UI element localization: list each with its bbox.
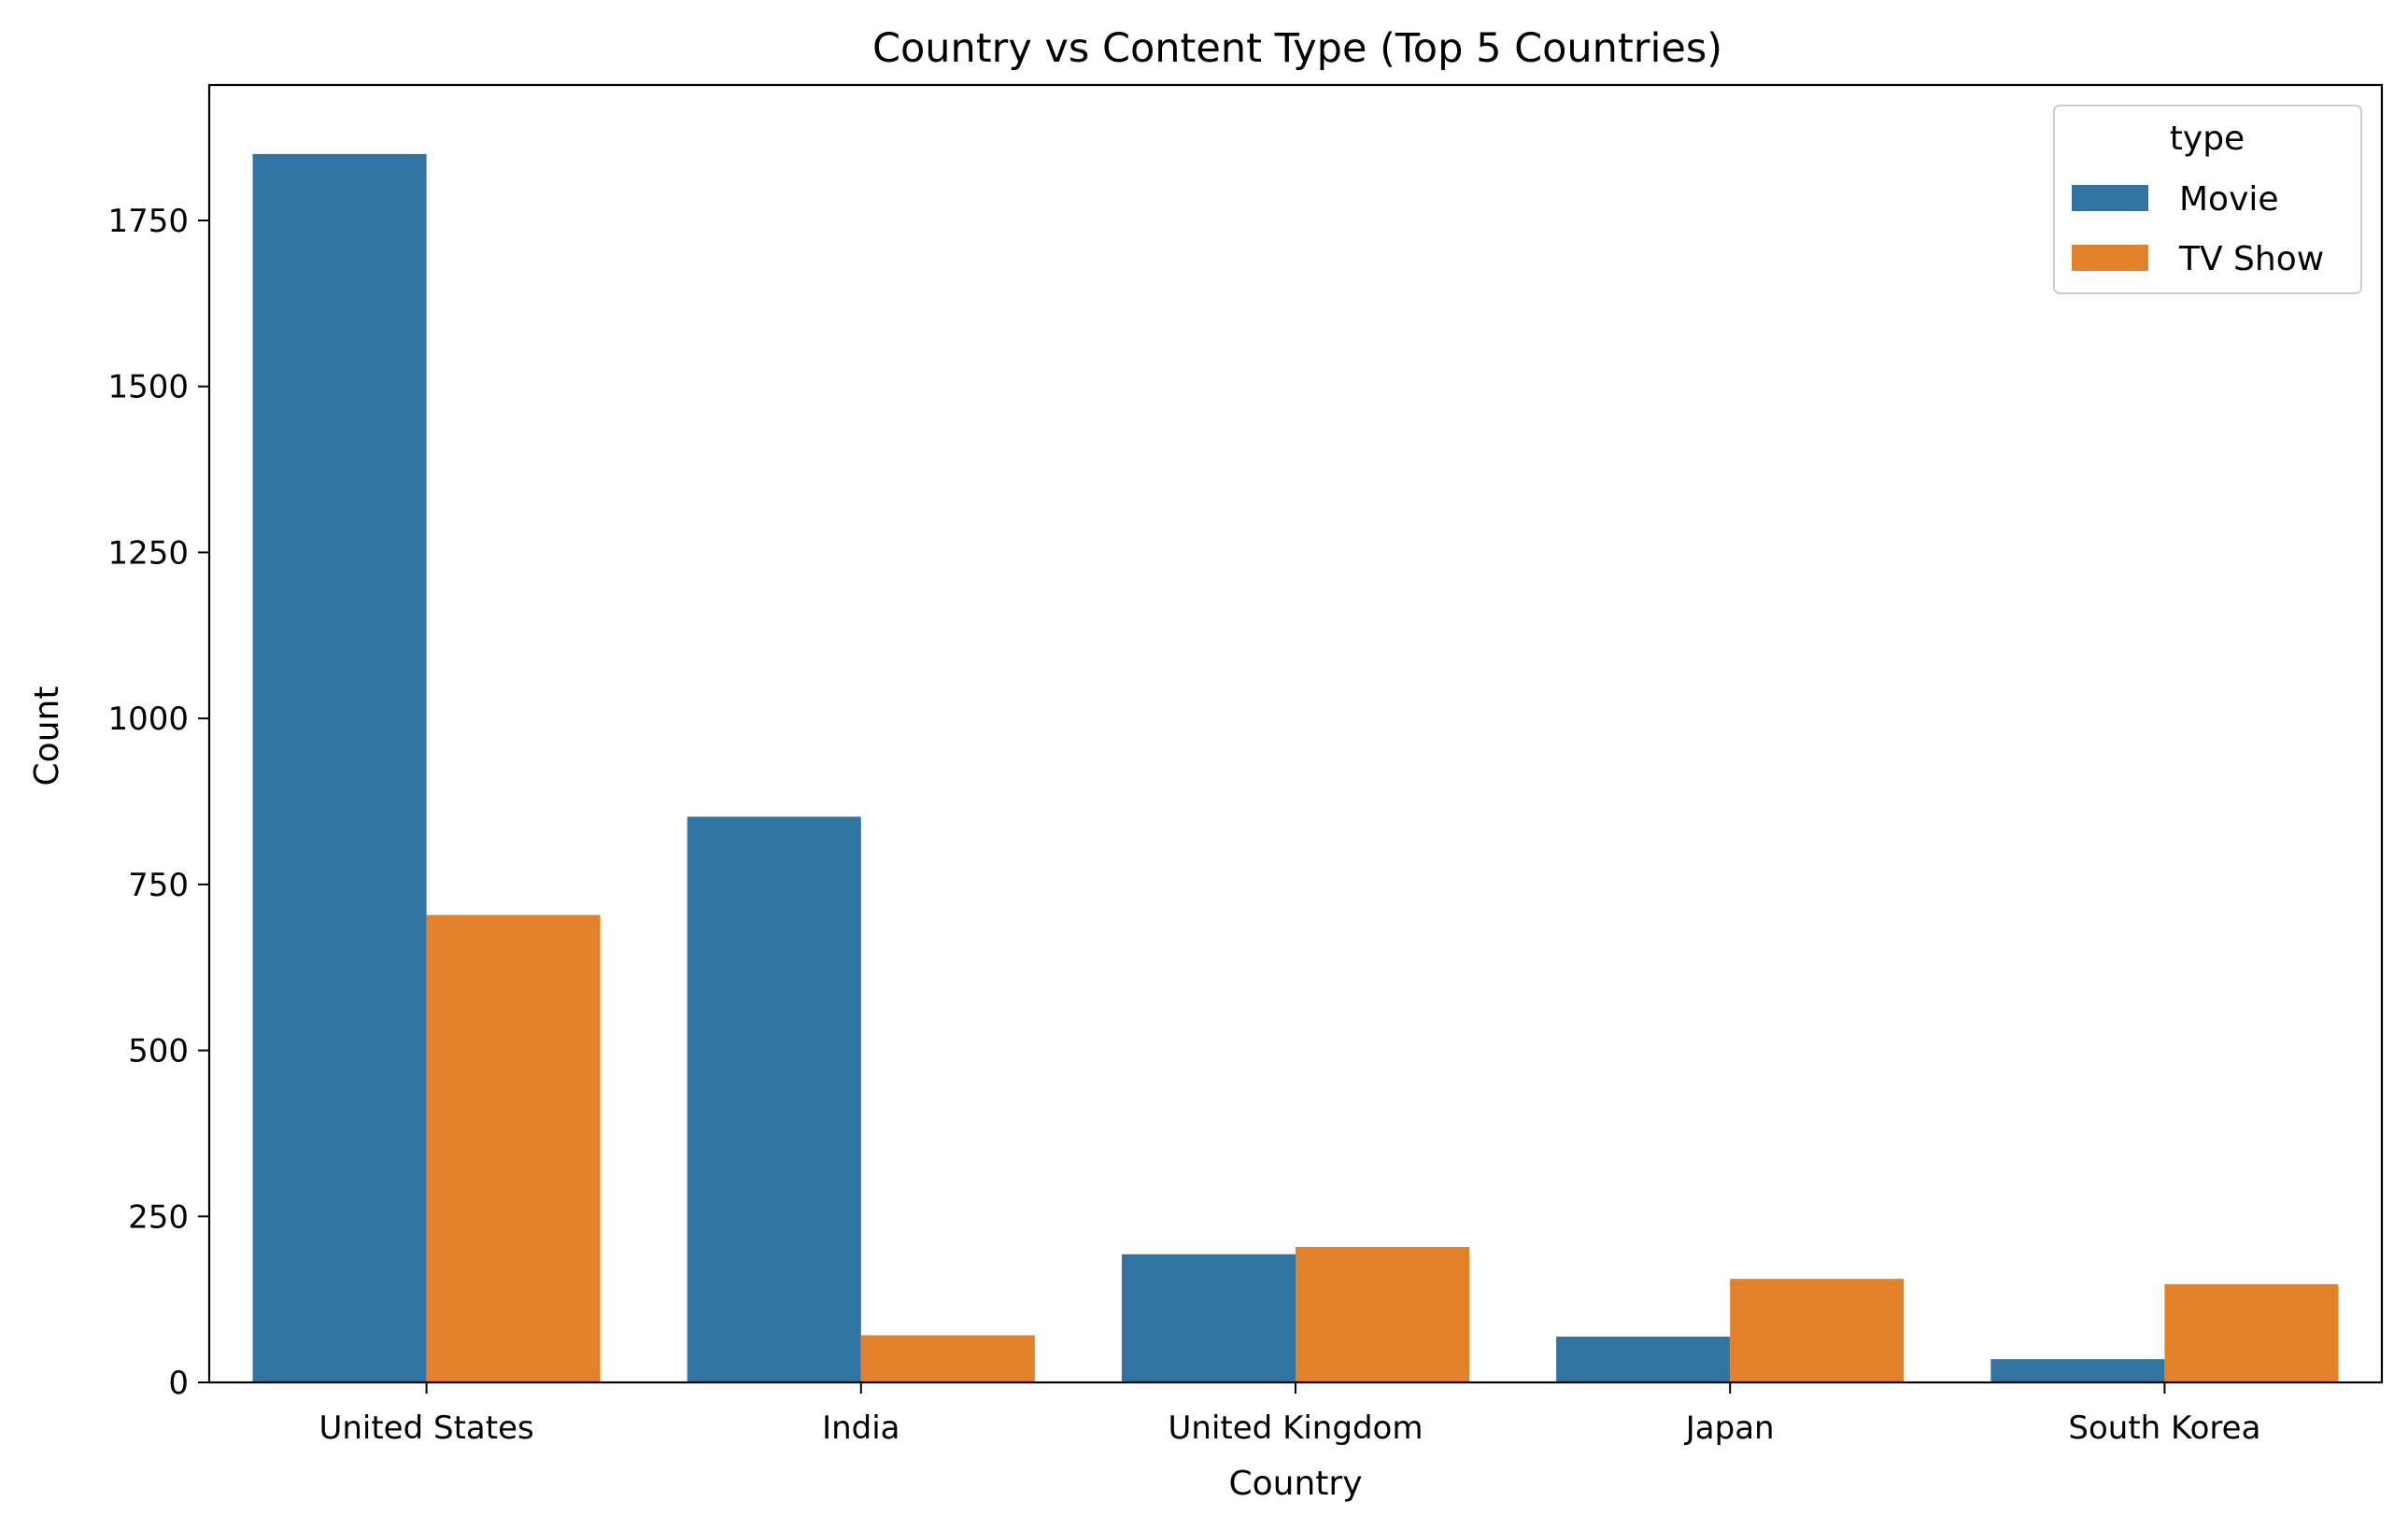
x-tick-label: Japan [1684, 1410, 1775, 1447]
y-axis-title: Count [28, 687, 66, 786]
y-tick-label: 250 [128, 1198, 189, 1236]
bar-tv-show-south-korea [2164, 1283, 2339, 1382]
y-tick-label: 1500 [107, 369, 189, 406]
y-tick-label: 1000 [107, 701, 189, 738]
legend-label-movie: Movie [2179, 180, 2279, 219]
y-tick-label: 0 [168, 1365, 189, 1402]
bar-tv-show-japan [1730, 1279, 1905, 1382]
x-axis: United States India United Kingdom Japan Sou… [319, 1382, 2260, 1447]
x-tick-label: United Kingdom [1169, 1410, 1424, 1447]
x-tick-label: India [822, 1410, 899, 1447]
bar-tv-show-united-states [426, 914, 601, 1382]
y-axis: 0 250 500 750 1000 1250 1500 1750 [107, 203, 209, 1402]
bar-movie-south-korea [1990, 1359, 2165, 1382]
legend-swatch-tv-show [2072, 245, 2148, 271]
legend-swatch-movie [2072, 185, 2148, 211]
x-axis-title: Country [1228, 1465, 1362, 1503]
bar-movie-india [687, 816, 861, 1382]
y-tick-label: 1750 [107, 203, 189, 240]
plot-frame [207, 83, 2384, 1384]
legend-title: type [2170, 120, 2245, 158]
bar-movie-united-states [252, 153, 427, 1382]
bar-tv-show-united-kingdom [1296, 1246, 1470, 1382]
y-tick-label: 750 [128, 867, 189, 904]
bars-group [252, 153, 2339, 1382]
x-tick-label: United States [319, 1410, 533, 1447]
chart-title: Country vs Content Type (Top 5 Countries… [872, 25, 1722, 72]
bar-movie-japan [1556, 1336, 1731, 1382]
legend: type Movie TV Show [2053, 105, 2362, 294]
bar-movie-united-kingdom [1121, 1254, 1296, 1382]
y-tick-label: 1250 [107, 534, 189, 572]
x-tick-label: South Korea [2068, 1410, 2260, 1447]
legend-label-tv-show: TV Show [2178, 240, 2324, 278]
y-tick-label: 500 [128, 1033, 189, 1070]
bar-tv-show-india [860, 1335, 1035, 1382]
